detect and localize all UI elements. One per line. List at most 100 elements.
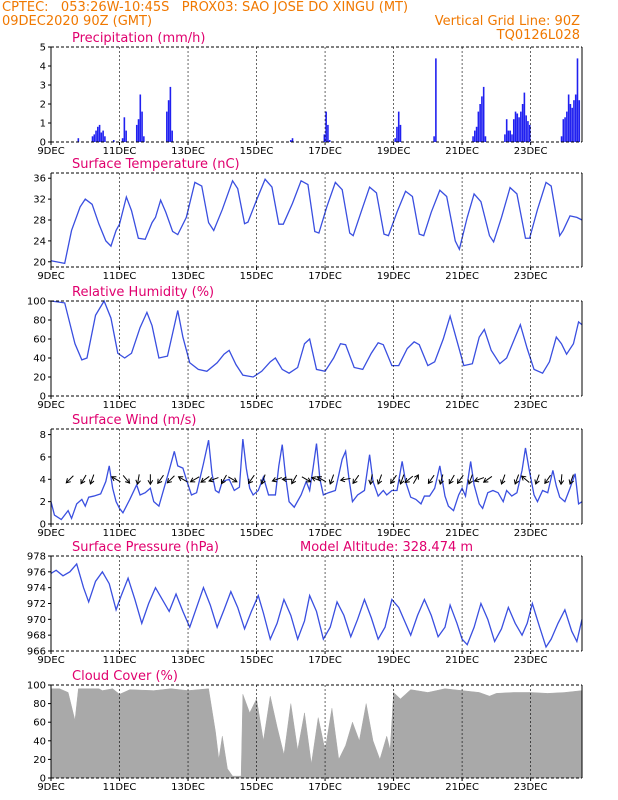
precip-bar (167, 100, 170, 142)
precip-bar (397, 111, 400, 142)
wind-arrow (200, 476, 210, 483)
x-tick-label: 11DEC (103, 271, 137, 282)
x-tick-label: 11DEC (103, 146, 137, 157)
x-tick-label: 19DEC (377, 655, 411, 666)
y-tick-label: 0 (40, 392, 46, 403)
y-tick-label: 4 (40, 62, 46, 73)
precip-bar (104, 136, 106, 142)
wind-arrow-head (110, 476, 117, 482)
y-tick-label: 1 (40, 119, 46, 130)
x-tick-label: 15DEC (240, 400, 274, 411)
wind-arrow-head (166, 478, 173, 484)
x-tick-label: 21DEC (445, 655, 479, 666)
wind-arrow (569, 474, 574, 485)
y-tick-label: 2 (40, 497, 46, 508)
x-tick-label: 11DEC (103, 528, 137, 539)
x-tick-label: 17DEC (308, 146, 342, 157)
wind-arrow-head (376, 479, 383, 485)
x-tick-label: 23DEC (514, 271, 548, 282)
x-tick-label: 15DEC (240, 146, 274, 157)
precip-bar (433, 136, 435, 142)
x-tick-label: 21DEC (445, 146, 479, 157)
chart-panel-4: 966 968 970 972 974 976 978 9DEC 11DEC 13DEC 15DEC… (27, 540, 583, 666)
x-tick-label: 9DEC (37, 146, 64, 157)
precip-bar (171, 130, 173, 142)
precip-bar (484, 136, 487, 142)
wind-arrow (514, 474, 520, 485)
wind-arrow (483, 476, 493, 483)
wind-arrow (474, 477, 485, 482)
wind-arrow (157, 474, 164, 484)
precip-bar (507, 130, 510, 142)
wind-arrow-head (390, 478, 396, 485)
x-tick-label: 9DEC (37, 400, 64, 411)
series-line (50, 299, 583, 378)
wind-arrow (560, 474, 563, 485)
wind-arrow (272, 477, 282, 482)
precip-bar (121, 138, 124, 142)
precip-bar (474, 130, 476, 142)
y-tick-label: 966 (27, 647, 46, 658)
y-tick-label: 6 (40, 452, 46, 463)
precip-bar (479, 104, 481, 142)
chart-panel-5: 0 20 40 60 80 100 9DEC 11DEC 13DEC 15DEC 17DEC 19DE… (27, 669, 583, 793)
wind-arrow-head (260, 479, 266, 485)
precip-bar (512, 119, 515, 142)
x-tick-label: 21DEC (445, 271, 479, 282)
precip-bar (472, 136, 474, 142)
precip-bar (328, 140, 331, 142)
x-tick-label: 11DEC (103, 782, 137, 793)
y-tick-label: 36 (33, 174, 46, 185)
wind-arrow-head (271, 477, 278, 483)
x-tick-label: 23DEC (514, 782, 548, 793)
x-tick-label: 19DEC (377, 400, 411, 411)
wind-arrow (427, 474, 435, 484)
wind-arrow (390, 474, 397, 484)
precip-bar (578, 100, 581, 142)
precip-bar (481, 96, 483, 142)
wind-arrow-head (427, 478, 433, 485)
x-tick-label: 17DEC (308, 271, 342, 282)
x-tick-label: 19DEC (377, 782, 411, 793)
station-title: CPTEC: 053:26W-10:45S PROX03: SAO JOSE D… (2, 0, 409, 15)
y-tick-label: 2 (40, 100, 46, 111)
precip-bar (325, 111, 327, 142)
wind-arrow-head (232, 477, 238, 483)
wind-arrow-head (208, 477, 214, 483)
wind-arrow (317, 476, 327, 483)
wind-arrow (457, 474, 464, 484)
y-tick-label: 970 (27, 615, 46, 626)
wind-arrow (521, 475, 530, 483)
x-tick-label: 11DEC (103, 400, 137, 411)
precip-bar (394, 138, 396, 142)
x-tick-label: 13DEC (171, 271, 205, 282)
model-code: TQ0126L028 (496, 28, 580, 43)
x-tick-label: 9DEC (37, 271, 64, 282)
x-tick-label: 23DEC (514, 655, 548, 666)
wind-arrow (329, 474, 335, 485)
y-tick-label: 4 (40, 475, 46, 486)
y-tick-label: 972 (27, 599, 46, 610)
wind-arrow-head (281, 476, 287, 483)
x-tick-label: 15DEC (240, 528, 274, 539)
y-tick-label: 974 (27, 583, 46, 594)
wind-arrow (65, 475, 74, 484)
series-line (50, 562, 583, 649)
wind-arrow-head (404, 477, 410, 484)
x-tick-label: 15DEC (240, 782, 274, 793)
x-tick-label: 15DEC (240, 271, 274, 282)
precip-bar (169, 86, 172, 142)
y-tick-label: 976 (27, 567, 46, 578)
precip-bar (574, 94, 577, 142)
x-tick-label: 17DEC (308, 528, 342, 539)
wind-arrow (261, 474, 266, 485)
y-tick-label: 100 (27, 681, 46, 692)
wind-arrow-head (177, 476, 184, 482)
y-tick-label: 80 (33, 699, 46, 710)
wind-arrow (544, 474, 552, 484)
wind-arrow (136, 474, 140, 485)
meteogram-header: CPTEC: 053:26W-10:45S PROX03: SAO JOSE D… (0, 0, 618, 46)
wind-arrow-head (135, 479, 141, 486)
chart-panel-2: 0 20 40 60 80 100 9DEC 11DEC 13DEC 15DEC 17DEC 19DE… (27, 285, 583, 411)
